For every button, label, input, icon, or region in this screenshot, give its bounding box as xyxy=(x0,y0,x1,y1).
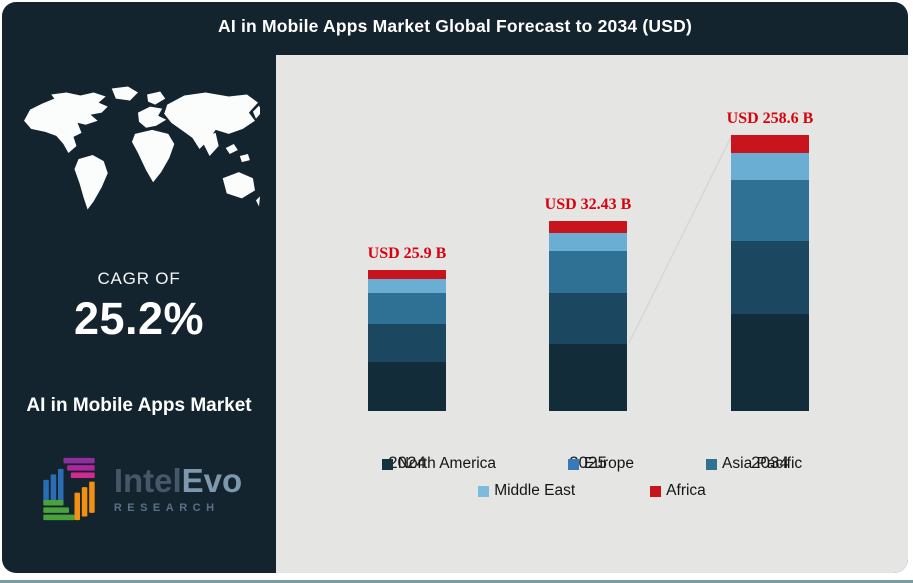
bar-group-2034: USD 258.6 B 2034 xyxy=(727,55,814,573)
bar-segment-asia-pacific-2024 xyxy=(368,293,446,324)
intelevo-logo: IntelEvo RESEARCH xyxy=(2,453,276,525)
cagr-value: 25.2% xyxy=(73,293,205,344)
intelevo-logo-icon xyxy=(43,457,95,521)
bar-segment-africa-2034 xyxy=(731,135,809,153)
bar-segment-europe-2034 xyxy=(731,241,809,314)
legend-item-north-america: North America xyxy=(381,455,497,473)
market-name: AI in Mobile Apps Market xyxy=(26,395,252,416)
bar-2025 xyxy=(549,221,627,411)
bar-segment-africa-2024 xyxy=(368,270,446,279)
bar-segment-africa-2025 xyxy=(549,221,627,233)
bottom-accent-line xyxy=(0,580,913,583)
legend-swatch-middle-east xyxy=(478,485,490,497)
legend-swatch-europe xyxy=(568,458,580,470)
bar-group-2025: USD 32.43 B 2025 xyxy=(545,55,632,573)
legend-item-europe: Europe xyxy=(568,455,634,473)
legend-item-africa: Africa xyxy=(650,482,706,500)
bar-segment-north-america-2025 xyxy=(549,344,627,411)
bar-segment-middle-east-2034 xyxy=(731,153,809,180)
legend-swatch-asia-pacific xyxy=(706,458,718,470)
legend-swatch-africa xyxy=(650,485,662,497)
chart-panel: USD 25.9 B 2024 USD 32.43 B 2025 USD 258.6 B… xyxy=(276,55,908,573)
legend-label-africa: Africa xyxy=(666,482,706,499)
legend-row-1: North America Europe Asia Pacific xyxy=(276,455,908,473)
legend-label-europe: Europe xyxy=(584,455,635,472)
bar-2034 xyxy=(731,135,809,411)
cagr-label: CAGR OF xyxy=(97,269,181,288)
bar-group-2024: USD 25.9 B 2024 xyxy=(368,55,447,573)
intelevo-logo-name: IntelEvo xyxy=(113,462,243,500)
legend-label-north-america: North America xyxy=(397,455,497,472)
x-axis-label-2024: 2024 xyxy=(388,453,426,472)
bar-segment-north-america-2034 xyxy=(731,314,809,411)
bar-value-label-2025: USD 32.43 B xyxy=(544,196,632,213)
legend-swatch-north-america xyxy=(381,458,393,470)
sidebar: CAGR OF 25.2% AI in Mobile Apps Market xyxy=(2,55,276,573)
bar-2024 xyxy=(368,270,446,411)
intelevo-logo-text: IntelEvo RESEARCH xyxy=(113,462,243,514)
bar-segment-north-america-2024 xyxy=(368,362,446,411)
intelevo-logo-subtitle: RESEARCH xyxy=(113,501,220,514)
infographic-card: AI in Mobile Apps Market Global Forecast… xyxy=(2,2,908,573)
legend-label-asia-pacific: Asia Pacific xyxy=(722,455,803,472)
bar-segment-middle-east-2025 xyxy=(549,233,627,251)
bar-segment-asia-pacific-2025 xyxy=(549,251,627,293)
bar-value-label-2034: USD 258.6 B xyxy=(726,110,814,127)
x-axis-label-2034: 2034 xyxy=(751,453,789,472)
legend-label-middle-east: Middle East xyxy=(494,482,576,499)
bar-value-label-2024: USD 25.9 B xyxy=(367,245,447,262)
chart-legend: North America Europe Asia Pacific Middle Ea… xyxy=(276,455,908,500)
bar-segment-europe-2025 xyxy=(549,293,627,344)
bar-segment-asia-pacific-2034 xyxy=(731,180,809,241)
legend-row-2: Middle East Africa xyxy=(276,482,908,500)
world-map-image xyxy=(18,85,263,217)
logo-name-intel: Intel xyxy=(113,462,182,500)
page-title: AI in Mobile Apps Market Global Forecast… xyxy=(218,16,692,36)
legend-item-asia-pacific: Asia Pacific xyxy=(706,455,802,473)
logo-name-evo: Evo xyxy=(181,462,243,500)
bar-segment-europe-2024 xyxy=(368,324,446,362)
bar-segment-middle-east-2024 xyxy=(368,279,446,293)
world-map-icon xyxy=(24,86,263,210)
legend-item-middle-east: Middle East xyxy=(478,482,575,500)
